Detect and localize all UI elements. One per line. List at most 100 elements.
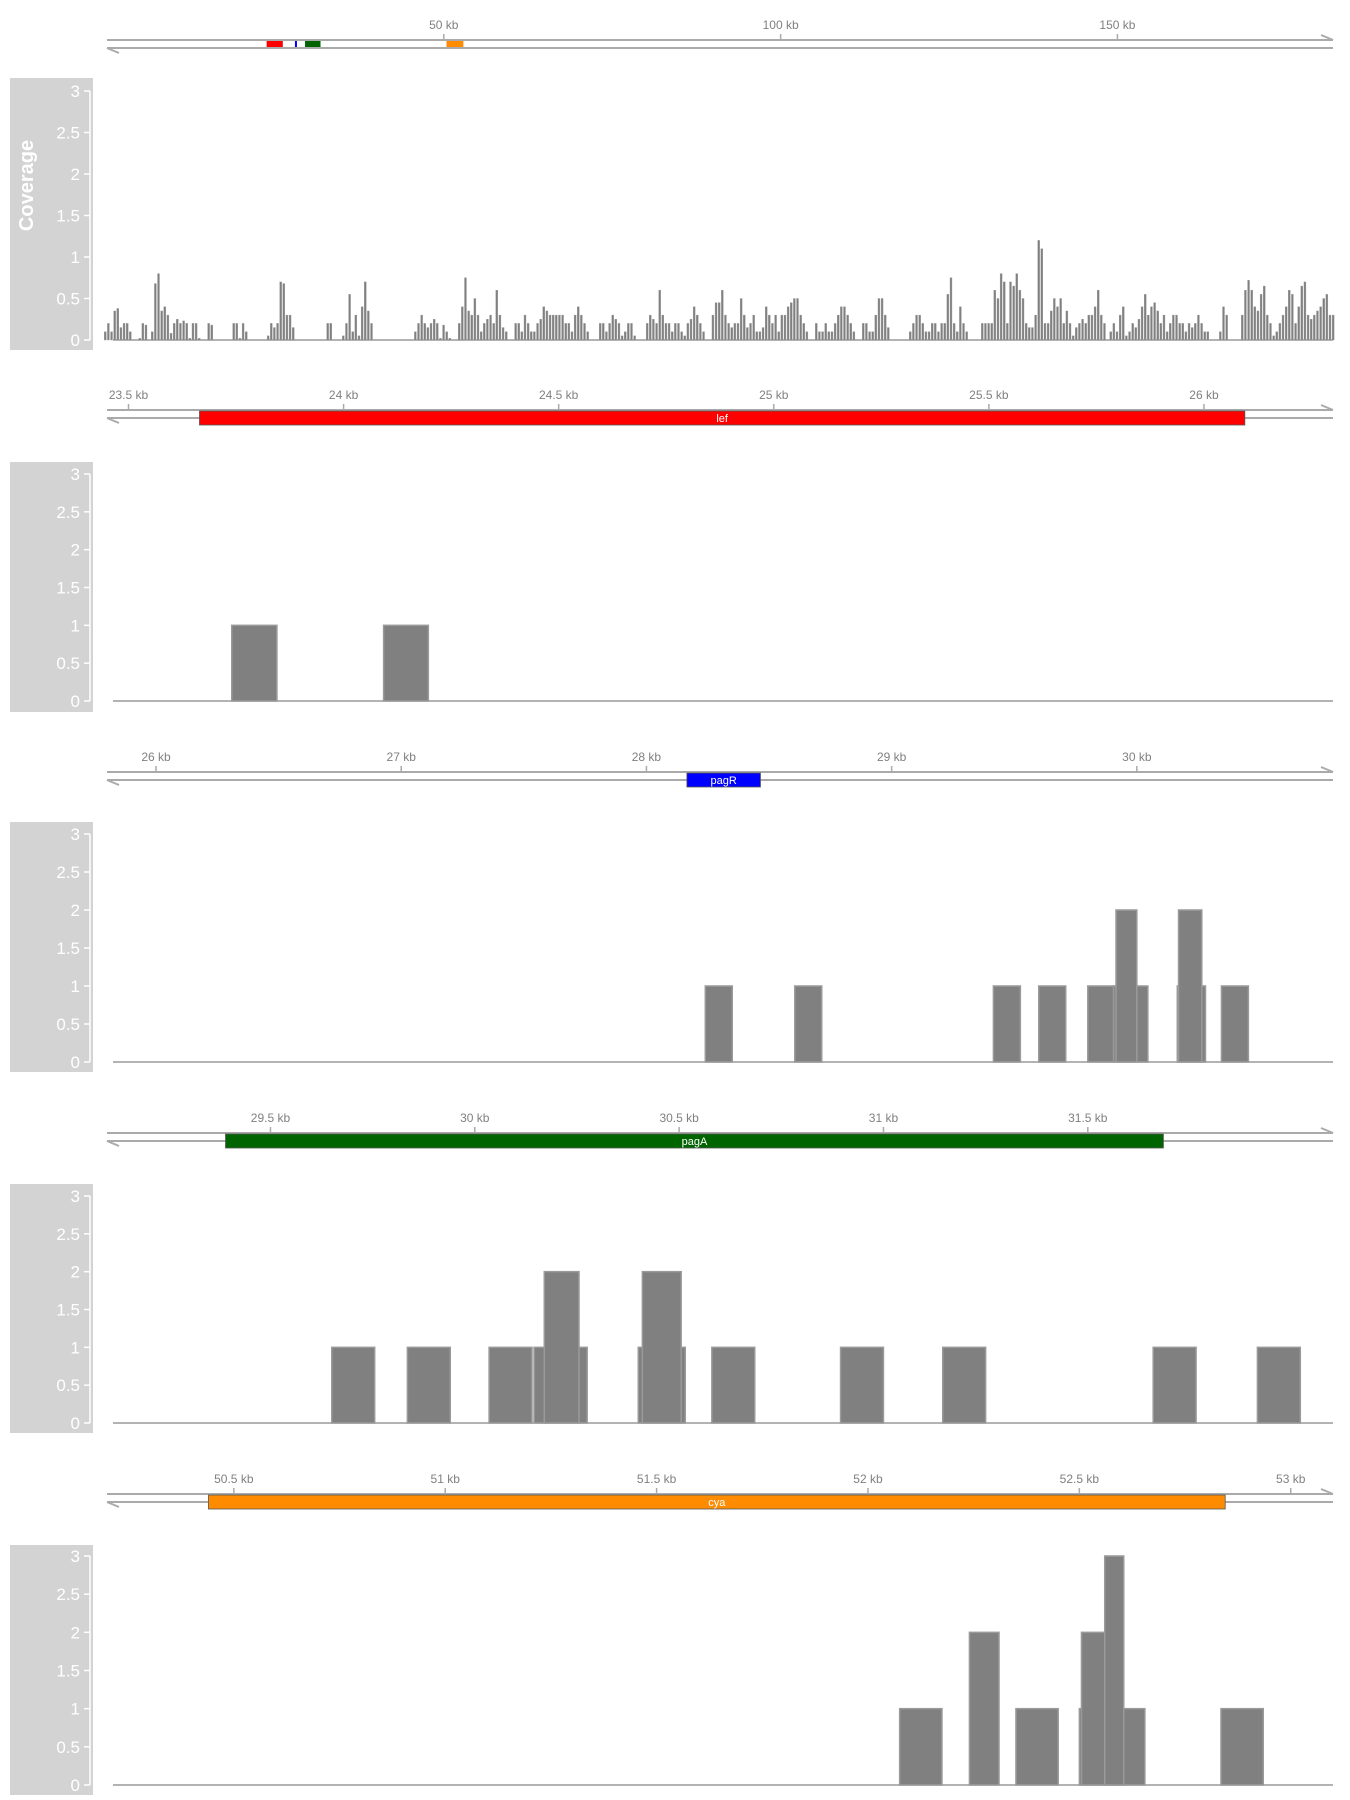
y-axis-tick-label: 1.5 (56, 579, 80, 598)
coverage-bar (1225, 314, 1228, 341)
coverage-bar (674, 323, 677, 341)
coverage-bar (758, 331, 762, 341)
coverage-bar (1281, 314, 1285, 341)
axis-tick-label: 52.5 kb (1060, 1472, 1100, 1486)
coverage-bar (543, 1270, 580, 1424)
coverage-bar (107, 323, 110, 341)
y-axis-tick-label: 2.5 (56, 503, 80, 522)
coverage-bar (1025, 323, 1028, 341)
coverage-bar (520, 331, 524, 341)
coverage-bar (436, 323, 439, 341)
coverage-bar (796, 298, 799, 341)
coverage-bar (345, 323, 348, 341)
coverage-bar (790, 302, 793, 341)
coverage-bar (1184, 331, 1188, 341)
coverage-bar (266, 335, 270, 341)
coverage-bar (1087, 985, 1116, 1063)
coverage-bar (567, 323, 571, 341)
coverage-bar (367, 310, 370, 341)
coverage-bar (1244, 290, 1247, 341)
coverage-bar (1078, 323, 1081, 341)
coverage-bar (680, 331, 683, 341)
coverage-bar (940, 323, 943, 341)
coverage-bar (354, 314, 358, 341)
coverage-bar (1181, 323, 1184, 341)
coverage-bar (802, 323, 805, 341)
axis-tick-label: 29.5 kb (251, 1111, 291, 1125)
y-axis-panel (10, 462, 93, 712)
coverage-bar (727, 323, 730, 341)
coverage-bar (1050, 310, 1053, 341)
coverage-bar (1316, 310, 1319, 341)
coverage-bar (827, 331, 830, 341)
coverage-bar (495, 290, 498, 341)
coverage-bar (658, 290, 661, 341)
coverage-bar (1313, 314, 1316, 341)
coverage-bar (486, 319, 489, 341)
coverage-bar (1291, 294, 1294, 341)
coverage-bar (194, 323, 198, 341)
coverage-bar (946, 294, 950, 341)
coverage-bar (1178, 323, 1181, 341)
axis-reverse-arrow (106, 1140, 120, 1147)
y-axis-tick-label: 1.5 (56, 1662, 80, 1681)
coverage-bar (561, 314, 564, 341)
coverage-bar (699, 323, 702, 341)
axis-tick-label: 30.5 kb (659, 1111, 699, 1125)
coverage-bar (724, 314, 727, 341)
gene-mark (446, 41, 464, 47)
coverage-bar (1300, 285, 1303, 341)
coverage-bar (1177, 909, 1203, 1063)
coverage-bar (641, 1270, 682, 1424)
coverage-bar (736, 323, 740, 341)
coverage-bar (1165, 331, 1169, 341)
coverage-bar (696, 314, 699, 341)
coverage-bar (1150, 306, 1153, 341)
y-axis-tick-label: 2.5 (56, 863, 80, 882)
coverage-bar (761, 327, 765, 341)
coverage-bar (884, 314, 887, 341)
coverage-bar (564, 323, 567, 341)
coverage-bar (992, 985, 1022, 1063)
coverage-bar (1288, 290, 1291, 341)
coverage-bar (783, 314, 787, 341)
coverage-bar (1187, 323, 1191, 341)
y-axis-tick-label: 0 (71, 331, 80, 350)
coverage-bar (965, 331, 968, 341)
y-axis-title: Coverage (16, 140, 38, 231)
coverage-bar (824, 323, 827, 341)
coverage-bar (533, 331, 536, 341)
y-axis-tick-label: 2 (71, 1623, 80, 1642)
coverage-bar (984, 323, 987, 341)
coverage-bar (1100, 314, 1103, 341)
coverage-bar (898, 1707, 943, 1786)
coverage-bar (176, 319, 179, 341)
coverage-bar (1031, 327, 1034, 341)
y-axis-tick-label: 3 (71, 82, 80, 101)
coverage-bar (956, 331, 959, 341)
coverage-bar (129, 331, 132, 341)
axis-tick-label: 150 kb (1099, 18, 1135, 32)
coverage-bar (661, 314, 664, 341)
coverage-bar (285, 314, 289, 341)
coverage-bar (837, 314, 840, 341)
coverage-bar (238, 338, 242, 341)
gene-label: pagA (682, 1136, 708, 1148)
coverage-bar (1037, 240, 1040, 341)
coverage-bar (1103, 1555, 1125, 1786)
coverage-bar (1266, 314, 1269, 341)
coverage-bar (624, 331, 627, 341)
coverage-bar (169, 333, 173, 341)
coverage-bar (122, 323, 126, 341)
coverage-bar (686, 323, 690, 341)
axis-tick-label: 27 kb (387, 750, 417, 764)
coverage-bar (1103, 323, 1106, 341)
coverage-bar (185, 323, 188, 341)
coverage-bar (489, 314, 492, 341)
coverage-bar (476, 314, 480, 341)
axis-tick-label: 50 kb (429, 18, 459, 32)
coverage-bar (849, 323, 852, 341)
y-axis-tick-label: 3 (71, 825, 80, 844)
coverage-bar (545, 310, 549, 341)
coverage-bar (270, 323, 273, 341)
